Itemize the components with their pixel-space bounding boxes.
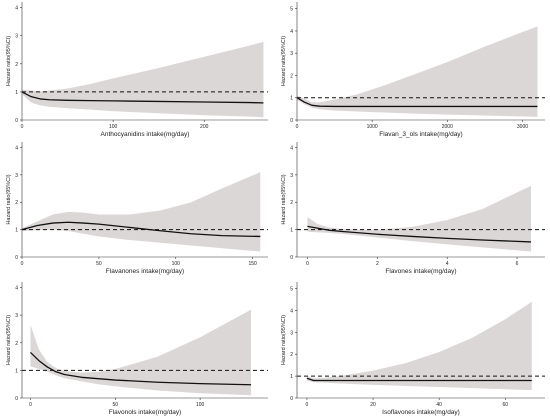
y-tick-label: 2 [290, 200, 293, 206]
y-tick-label: 5 [290, 287, 293, 293]
y-tick-label: 1 [15, 90, 18, 96]
y-tick-label: 3 [15, 313, 18, 319]
x-tick-label: 20 [370, 402, 376, 408]
chart-panel-3: 0 1 2 3 4 0 50 100 150 Flavanones intake(mg/day) H… [6, 142, 268, 275]
x-axis-title: Flavanones intake(mg/day) [106, 268, 184, 275]
y-tick-label: 0 [15, 396, 18, 402]
chart-panel-4: 0 1 2 3 4 0 2 4 6 Flavones intake(mg/day) Hazard r… [281, 142, 545, 275]
y-tick-label: 2 [15, 341, 18, 347]
x-tick-label: 0 [21, 261, 24, 267]
x-tick-label: 40 [436, 402, 442, 408]
y-tick-label: 2 [290, 352, 293, 358]
y-axis-title: Hazard ratio(95%CI) [281, 315, 287, 365]
y-axis-title: Hazard ratio(95%CI) [6, 174, 12, 224]
x-tick-label: 2 [376, 261, 379, 267]
y-tick-label: 2 [290, 73, 293, 79]
x-tick-label: 0 [21, 124, 24, 130]
x-axis-title: Flavones intake(mg/day) [385, 268, 456, 275]
y-axis-title: Hazard ratio(95%CI) [6, 315, 12, 365]
x-axis-title: Anthocyanidins intake(mg/day) [101, 131, 190, 138]
confidence-band [30, 309, 252, 396]
chart-panel-5: 0 1 2 3 4 0 50 100 Flavonols intake(mg/day) Hazar… [6, 282, 268, 416]
x-tick-label: 6 [516, 261, 519, 267]
hazard-ratio-line [21, 221, 261, 238]
y-tick-label: 1 [290, 96, 293, 102]
x-axis-title: Flavan_3_ols intake(mg/day) [379, 131, 462, 138]
x-tick-label: 150 [248, 261, 257, 267]
y-tick-label: 1 [15, 368, 18, 374]
x-tick-label: 3000 [517, 124, 528, 130]
hazard-ratio-line [306, 377, 532, 382]
y-tick-label: 4 [290, 145, 293, 151]
y-tick-label: 1 [290, 374, 293, 380]
x-tick-label: 2000 [442, 124, 453, 130]
y-tick-label: 4 [290, 29, 293, 35]
x-tick-label: 1000 [367, 124, 378, 130]
x-tick-label: 50 [113, 402, 119, 408]
y-tick-label: 1 [15, 228, 18, 234]
y-tick-label: 4 [15, 286, 18, 292]
chart-panel-6: 0 1 2 3 4 5 0 20 40 60 Isoflavones intake(mg/day) H… [281, 282, 545, 416]
y-tick-label: 3 [290, 51, 293, 57]
y-tick-label: 0 [290, 255, 293, 261]
hazard-ratio-line [30, 351, 252, 386]
confidence-band [22, 41, 264, 118]
x-tick-label: 100 [109, 124, 118, 130]
x-tick-label: 100 [196, 402, 205, 408]
y-tick-label: 3 [290, 173, 293, 179]
y-tick-label: 3 [15, 173, 18, 179]
hazard-ratio-line [296, 97, 538, 108]
y-tick-label: 3 [290, 330, 293, 336]
y-tick-label: 5 [290, 7, 293, 13]
x-tick-label: 0 [306, 402, 309, 408]
y-tick-label: 2 [15, 200, 18, 206]
y-tick-label: 4 [15, 145, 18, 151]
y-axis-title: Hazard ratio(95%CI) [281, 36, 287, 86]
x-tick-label: 60 [503, 402, 509, 408]
x-tick-label: 200 [200, 124, 209, 130]
y-tick-label: 0 [290, 118, 293, 124]
x-tick-label: 4 [446, 261, 449, 267]
chart-panel-1: 0 1 2 3 4 0 100 200 Anthocyanidins intake(mg/day… [6, 2, 268, 138]
y-axis-title: Hazard ratio(95%CI) [281, 174, 287, 224]
x-tick-label: 50 [96, 261, 102, 267]
confidence-band [307, 185, 532, 252]
y-tick-label: 0 [15, 255, 18, 261]
y-tick-label: 1 [290, 228, 293, 234]
chart-panel-2: 0 1 2 3 4 5 0 1000 2000 3000 Flavan_3_ols intake(m… [281, 2, 545, 138]
y-tick-label: 0 [290, 396, 293, 402]
y-tick-label: 4 [15, 6, 18, 12]
x-tick-label: 0 [29, 402, 32, 408]
confidence-band [297, 26, 538, 117]
confidence-band [22, 172, 261, 252]
y-tick-label: 4 [290, 308, 293, 314]
x-tick-label: 0 [296, 124, 299, 130]
x-tick-label: 100 [172, 261, 181, 267]
x-tick-label: 0 [306, 261, 309, 267]
y-tick-label: 2 [15, 62, 18, 68]
y-tick-label: 3 [15, 34, 18, 40]
y-axis-title: Hazard ratio(95%CI) [6, 36, 12, 86]
y-tick-label: 0 [15, 118, 18, 124]
x-axis-title: Isoflavones intake(mg/day) [382, 409, 460, 416]
hazard-ratio-line [307, 225, 532, 243]
hazard-ratio-line [21, 91, 264, 104]
confidence-band [306, 301, 532, 391]
x-axis-title: Flavonols intake(mg/day) [109, 409, 182, 416]
